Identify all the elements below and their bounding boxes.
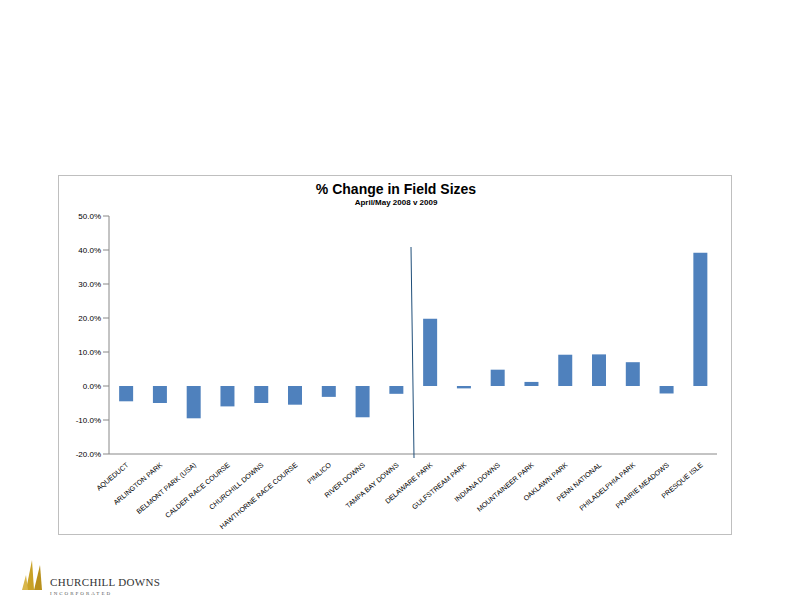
svg-text:DELAWARE PARK: DELAWARE PARK	[383, 461, 434, 505]
html-text:INCORPORATED: INCORPORATED	[50, 591, 113, 596]
svg-text:TAMPA BAY DOWNS: TAMPA BAY DOWNS	[344, 461, 400, 509]
svg-text:10.0%: 10.0%	[78, 348, 101, 357]
svg-text:PIMLICO: PIMLICO	[306, 461, 333, 485]
svg-text:PRESQUE ISLE: PRESQUE ISLE	[660, 461, 705, 500]
html-text:% Change in Field Sizes: % Change in Field Sizes	[315, 181, 477, 197]
svg-text:40.0%: 40.0%	[78, 246, 101, 255]
svg-text:PRAIRIE MEADOWS: PRAIRIE MEADOWS	[614, 461, 670, 510]
html-text:CHURCHILL DOWNS: CHURCHILL DOWNS	[50, 576, 161, 588]
svg-text:BELMONT PARK (USA): BELMONT PARK (USA)	[135, 461, 198, 515]
svg-text:GULFSTREAM PARK: GULFSTREAM PARK	[411, 461, 468, 510]
svg-text:50.0%: 50.0%	[78, 212, 101, 221]
svg-text:HAWTHORNE RACE COURSE: HAWTHORNE RACE COURSE	[218, 461, 299, 530]
svg-text:RIVER DOWNS: RIVER DOWNS	[323, 461, 367, 499]
svg-text:-20.0%: -20.0%	[76, 450, 101, 459]
svg-text:CALDER RACE COURSE: CALDER RACE COURSE	[164, 461, 231, 519]
svg-text:PHILADELPHIA PARK: PHILADELPHIA PARK	[578, 461, 637, 512]
svg-text:AQUEDUCT: AQUEDUCT	[95, 461, 131, 493]
svg-text:CHURCHILL DOWNS: CHURCHILL DOWNS	[208, 461, 265, 511]
html-text:April/May 2008 v 2009: April/May 2008 v 2009	[354, 198, 438, 207]
svg-text:OAKLAWN PARK: OAKLAWN PARK	[522, 461, 569, 503]
svg-text:20.0%: 20.0%	[78, 314, 101, 323]
svg-text:MOUNTAINEER PARK: MOUNTAINEER PARK	[476, 461, 536, 513]
svg-text:0.0%: 0.0%	[83, 382, 101, 391]
svg-text:30.0%: 30.0%	[78, 280, 101, 289]
svg-text:ARLINGTON PARK: ARLINGTON PARK	[112, 461, 164, 506]
svg-text:-10.0%: -10.0%	[76, 416, 101, 425]
svg-text:PENN NATIONAL: PENN NATIONAL	[555, 461, 603, 503]
svg-text:INDIANA DOWNS: INDIANA DOWNS	[453, 461, 502, 504]
